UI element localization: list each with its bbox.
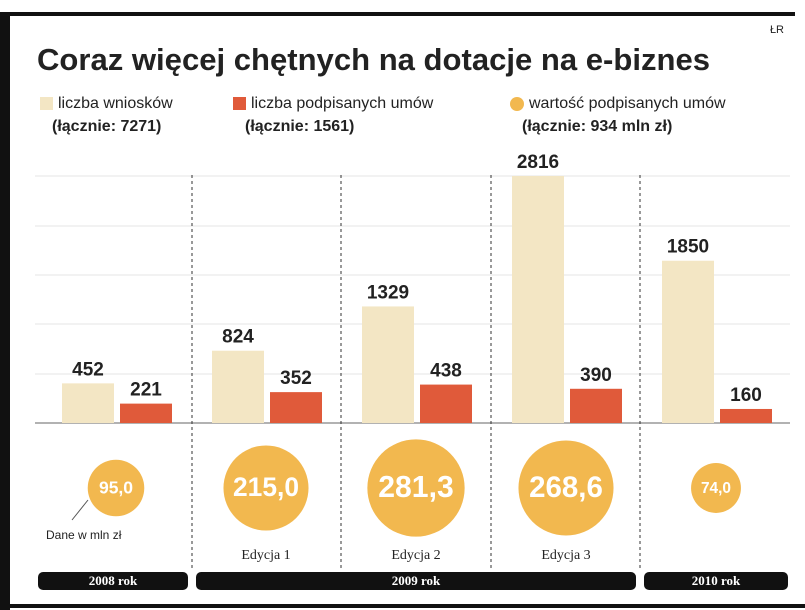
- category-label: Edycja 1: [241, 548, 290, 563]
- legend-swatch: [233, 97, 246, 110]
- bar: [270, 392, 322, 423]
- category-label: Edycja 2: [391, 548, 440, 563]
- bar-value-label: 824: [222, 327, 254, 348]
- legend-subtitle: (łącznie: 1561): [245, 118, 354, 135]
- period-bar: [196, 572, 636, 590]
- bottom-rule: [0, 604, 805, 608]
- legend-label: wartość podpisanych umów: [528, 95, 726, 112]
- bar-value-label: 2816: [517, 152, 559, 173]
- bar-value-label: 160: [730, 385, 762, 406]
- bar: [570, 388, 622, 423]
- bar: [420, 384, 472, 423]
- bubble-label: 215,0: [233, 472, 299, 502]
- bubble: [223, 445, 309, 531]
- bar-value-label: 438: [430, 361, 462, 382]
- bar-value-label: 1850: [667, 237, 709, 258]
- top-rule: [0, 12, 795, 16]
- bar: [362, 306, 414, 423]
- bubble-label: 74,0: [701, 480, 731, 497]
- bar: [720, 408, 772, 423]
- bar-value-label: 221: [130, 380, 162, 401]
- bar: [120, 403, 172, 423]
- legend-label: liczba podpisanych umów: [251, 95, 434, 112]
- period-label: 2008 rok: [89, 573, 138, 588]
- legend-subtitle: (łącznie: 934 mln zł): [522, 118, 672, 135]
- period-bar: [38, 572, 188, 590]
- legend-label: liczba wniosków: [58, 95, 173, 112]
- bubble: [367, 439, 465, 537]
- bubble: [691, 463, 741, 513]
- bar: [512, 176, 564, 423]
- bubble-label: 95,0: [99, 478, 133, 498]
- bar-value-label: 1329: [367, 282, 409, 303]
- bubble-label: 268,6: [529, 471, 603, 504]
- category-label: Edycja 3: [541, 548, 590, 563]
- legend-swatch: [40, 97, 53, 110]
- bar-value-label: 352: [280, 368, 312, 389]
- annotation: Dane w mln zł: [46, 528, 122, 542]
- bar: [212, 350, 264, 423]
- period-label: 2009 rok: [392, 573, 441, 588]
- period-label: 2010 rok: [692, 573, 741, 588]
- left-rule: [0, 12, 10, 610]
- bubble: [518, 440, 614, 536]
- bar-value-label: 452: [72, 359, 104, 380]
- bar: [662, 260, 714, 423]
- legend-swatch: [510, 97, 524, 111]
- period-bar: [644, 572, 788, 590]
- chart-title: Coraz więcej chętnych na dotacje na e-bi…: [37, 42, 710, 77]
- bar-value-label: 390: [580, 365, 612, 386]
- legend-subtitle: (łącznie: 7271): [52, 118, 161, 135]
- bubble: [87, 459, 145, 517]
- bubble-label: 281,3: [378, 471, 453, 504]
- annotation-line: [71, 499, 89, 521]
- source: ŁR: [770, 24, 784, 36]
- bar: [62, 383, 114, 423]
